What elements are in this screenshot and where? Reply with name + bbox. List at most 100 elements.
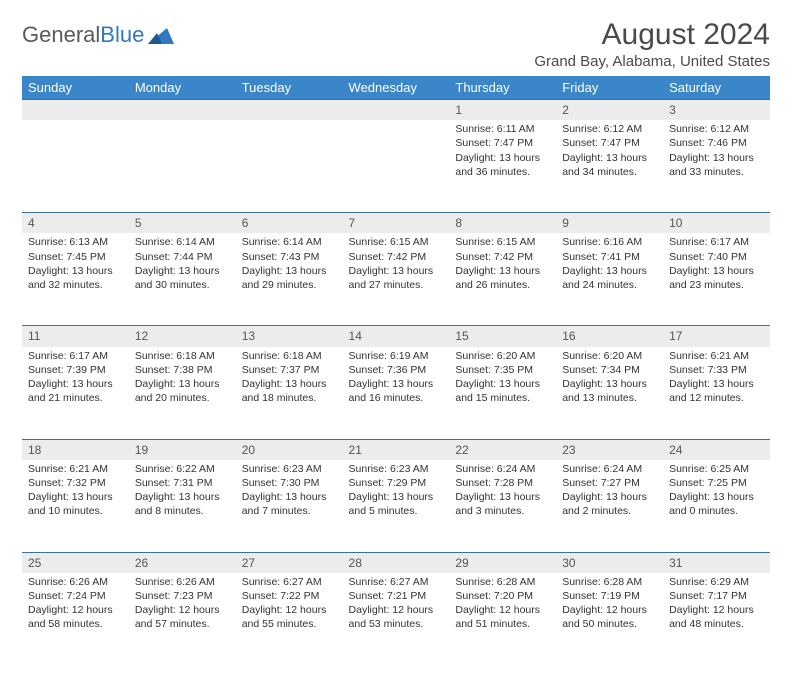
sunset-line: Sunset: 7:40 PM	[669, 250, 764, 264]
day-details: Sunrise: 6:18 AMSunset: 7:37 PMDaylight:…	[236, 347, 343, 412]
day-number	[129, 99, 236, 120]
sunrise-line: Sunrise: 6:27 AM	[349, 575, 444, 589]
daylight-line: Daylight: 13 hours and 26 minutes.	[455, 264, 550, 292]
day-cell: Sunrise: 6:28 AMSunset: 7:19 PMDaylight:…	[556, 573, 663, 665]
day-details: Sunrise: 6:23 AMSunset: 7:30 PMDaylight:…	[236, 460, 343, 525]
daylight-line: Daylight: 13 hours and 18 minutes.	[242, 377, 337, 405]
day-cell: Sunrise: 6:24 AMSunset: 7:28 PMDaylight:…	[449, 460, 556, 552]
sunset-line: Sunset: 7:30 PM	[242, 476, 337, 490]
title-block: August 2024 Grand Bay, Alabama, United S…	[534, 18, 770, 70]
day-number: 30	[556, 552, 663, 573]
daylight-line: Daylight: 13 hours and 2 minutes.	[562, 490, 657, 518]
day-details: Sunrise: 6:29 AMSunset: 7:17 PMDaylight:…	[663, 573, 770, 638]
day-number: 21	[343, 439, 450, 460]
day-cell: Sunrise: 6:20 AMSunset: 7:35 PMDaylight:…	[449, 347, 556, 439]
sunrise-line: Sunrise: 6:22 AM	[135, 462, 230, 476]
sunrise-line: Sunrise: 6:17 AM	[669, 235, 764, 249]
daylight-line: Daylight: 13 hours and 12 minutes.	[669, 377, 764, 405]
sunset-line: Sunset: 7:33 PM	[669, 363, 764, 377]
day-details: Sunrise: 6:27 AMSunset: 7:21 PMDaylight:…	[343, 573, 450, 638]
day-cell: Sunrise: 6:14 AMSunset: 7:44 PMDaylight:…	[129, 233, 236, 325]
day-number: 12	[129, 325, 236, 346]
daylight-line: Daylight: 13 hours and 13 minutes.	[562, 377, 657, 405]
daylight-line: Daylight: 13 hours and 3 minutes.	[455, 490, 550, 518]
day-details: Sunrise: 6:17 AMSunset: 7:39 PMDaylight:…	[22, 347, 129, 412]
logo-text-blue: Blue	[100, 22, 144, 48]
month-title: August 2024	[534, 18, 770, 51]
day-number: 5	[129, 212, 236, 233]
day-number: 6	[236, 212, 343, 233]
page-header: GeneralBlue August 2024 Grand Bay, Alaba…	[22, 18, 770, 70]
sunset-line: Sunset: 7:43 PM	[242, 250, 337, 264]
sunrise-line: Sunrise: 6:18 AM	[135, 349, 230, 363]
day-cell: Sunrise: 6:16 AMSunset: 7:41 PMDaylight:…	[556, 233, 663, 325]
daylight-line: Daylight: 13 hours and 0 minutes.	[669, 490, 764, 518]
sunrise-line: Sunrise: 6:23 AM	[349, 462, 444, 476]
day-details: Sunrise: 6:20 AMSunset: 7:34 PMDaylight:…	[556, 347, 663, 412]
day-number: 24	[663, 439, 770, 460]
day-number: 31	[663, 552, 770, 573]
sunset-line: Sunset: 7:28 PM	[455, 476, 550, 490]
sunrise-line: Sunrise: 6:21 AM	[669, 349, 764, 363]
sunrise-line: Sunrise: 6:16 AM	[562, 235, 657, 249]
day-cell: Sunrise: 6:19 AMSunset: 7:36 PMDaylight:…	[343, 347, 450, 439]
day-cell: Sunrise: 6:20 AMSunset: 7:34 PMDaylight:…	[556, 347, 663, 439]
day-cell: Sunrise: 6:23 AMSunset: 7:30 PMDaylight:…	[236, 460, 343, 552]
day-cell: Sunrise: 6:18 AMSunset: 7:37 PMDaylight:…	[236, 347, 343, 439]
daylight-line: Daylight: 13 hours and 15 minutes.	[455, 377, 550, 405]
daylight-line: Daylight: 13 hours and 7 minutes.	[242, 490, 337, 518]
sunrise-line: Sunrise: 6:23 AM	[242, 462, 337, 476]
day-number: 22	[449, 439, 556, 460]
sunrise-line: Sunrise: 6:12 AM	[669, 122, 764, 136]
sunrise-line: Sunrise: 6:18 AM	[242, 349, 337, 363]
daylight-line: Daylight: 12 hours and 57 minutes.	[135, 603, 230, 631]
day-number-row: 18192021222324	[22, 439, 770, 460]
day-of-week-header: Sunday	[22, 76, 129, 99]
day-cell: Sunrise: 6:14 AMSunset: 7:43 PMDaylight:…	[236, 233, 343, 325]
day-details: Sunrise: 6:27 AMSunset: 7:22 PMDaylight:…	[236, 573, 343, 638]
day-cell: Sunrise: 6:13 AMSunset: 7:45 PMDaylight:…	[22, 233, 129, 325]
day-number: 7	[343, 212, 450, 233]
sunset-line: Sunset: 7:37 PM	[242, 363, 337, 377]
day-number	[22, 99, 129, 120]
calendar-table: SundayMondayTuesdayWednesdayThursdayFrid…	[22, 76, 770, 665]
day-number: 3	[663, 99, 770, 120]
daylight-line: Daylight: 13 hours and 20 minutes.	[135, 377, 230, 405]
day-of-week-header: Tuesday	[236, 76, 343, 99]
day-cell: Sunrise: 6:17 AMSunset: 7:40 PMDaylight:…	[663, 233, 770, 325]
sunrise-line: Sunrise: 6:14 AM	[242, 235, 337, 249]
sunrise-line: Sunrise: 6:24 AM	[562, 462, 657, 476]
daylight-line: Daylight: 13 hours and 10 minutes.	[28, 490, 123, 518]
sunrise-line: Sunrise: 6:25 AM	[669, 462, 764, 476]
day-number: 28	[343, 552, 450, 573]
day-cell: Sunrise: 6:18 AMSunset: 7:38 PMDaylight:…	[129, 347, 236, 439]
day-cell: Sunrise: 6:11 AMSunset: 7:47 PMDaylight:…	[449, 120, 556, 212]
sunrise-line: Sunrise: 6:26 AM	[135, 575, 230, 589]
day-details: Sunrise: 6:25 AMSunset: 7:25 PMDaylight:…	[663, 460, 770, 525]
sunrise-line: Sunrise: 6:19 AM	[349, 349, 444, 363]
day-of-week-header: Wednesday	[343, 76, 450, 99]
day-details: Sunrise: 6:14 AMSunset: 7:43 PMDaylight:…	[236, 233, 343, 298]
day-details: Sunrise: 6:15 AMSunset: 7:42 PMDaylight:…	[449, 233, 556, 298]
day-cell: Sunrise: 6:28 AMSunset: 7:20 PMDaylight:…	[449, 573, 556, 665]
day-of-week-header: Friday	[556, 76, 663, 99]
day-cell: Sunrise: 6:23 AMSunset: 7:29 PMDaylight:…	[343, 460, 450, 552]
sunset-line: Sunset: 7:32 PM	[28, 476, 123, 490]
daylight-line: Daylight: 12 hours and 51 minutes.	[455, 603, 550, 631]
day-cell: Sunrise: 6:29 AMSunset: 7:17 PMDaylight:…	[663, 573, 770, 665]
day-cell: Sunrise: 6:17 AMSunset: 7:39 PMDaylight:…	[22, 347, 129, 439]
daylight-line: Daylight: 12 hours and 58 minutes.	[28, 603, 123, 631]
sunrise-line: Sunrise: 6:21 AM	[28, 462, 123, 476]
day-details: Sunrise: 6:15 AMSunset: 7:42 PMDaylight:…	[343, 233, 450, 298]
sunset-line: Sunset: 7:22 PM	[242, 589, 337, 603]
day-details: Sunrise: 6:17 AMSunset: 7:40 PMDaylight:…	[663, 233, 770, 298]
day-details: Sunrise: 6:21 AMSunset: 7:32 PMDaylight:…	[22, 460, 129, 525]
sunrise-line: Sunrise: 6:27 AM	[242, 575, 337, 589]
daylight-line: Daylight: 13 hours and 21 minutes.	[28, 377, 123, 405]
day-number: 8	[449, 212, 556, 233]
daylight-line: Daylight: 12 hours and 48 minutes.	[669, 603, 764, 631]
day-number: 15	[449, 325, 556, 346]
sunrise-line: Sunrise: 6:28 AM	[562, 575, 657, 589]
sunset-line: Sunset: 7:29 PM	[349, 476, 444, 490]
day-cell	[129, 120, 236, 212]
